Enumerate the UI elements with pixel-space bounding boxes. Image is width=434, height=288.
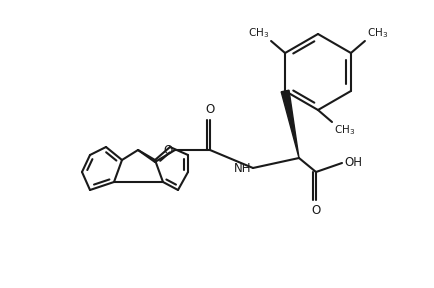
Text: CH$_3$: CH$_3$ [334, 123, 355, 137]
Text: O: O [164, 143, 173, 156]
Polygon shape [281, 90, 299, 158]
Text: O: O [205, 103, 215, 116]
Text: OH: OH [344, 156, 362, 170]
Text: CH$_3$: CH$_3$ [367, 26, 388, 40]
Text: CH$_3$: CH$_3$ [248, 26, 269, 40]
Text: O: O [311, 204, 321, 217]
Text: NH: NH [233, 162, 251, 175]
